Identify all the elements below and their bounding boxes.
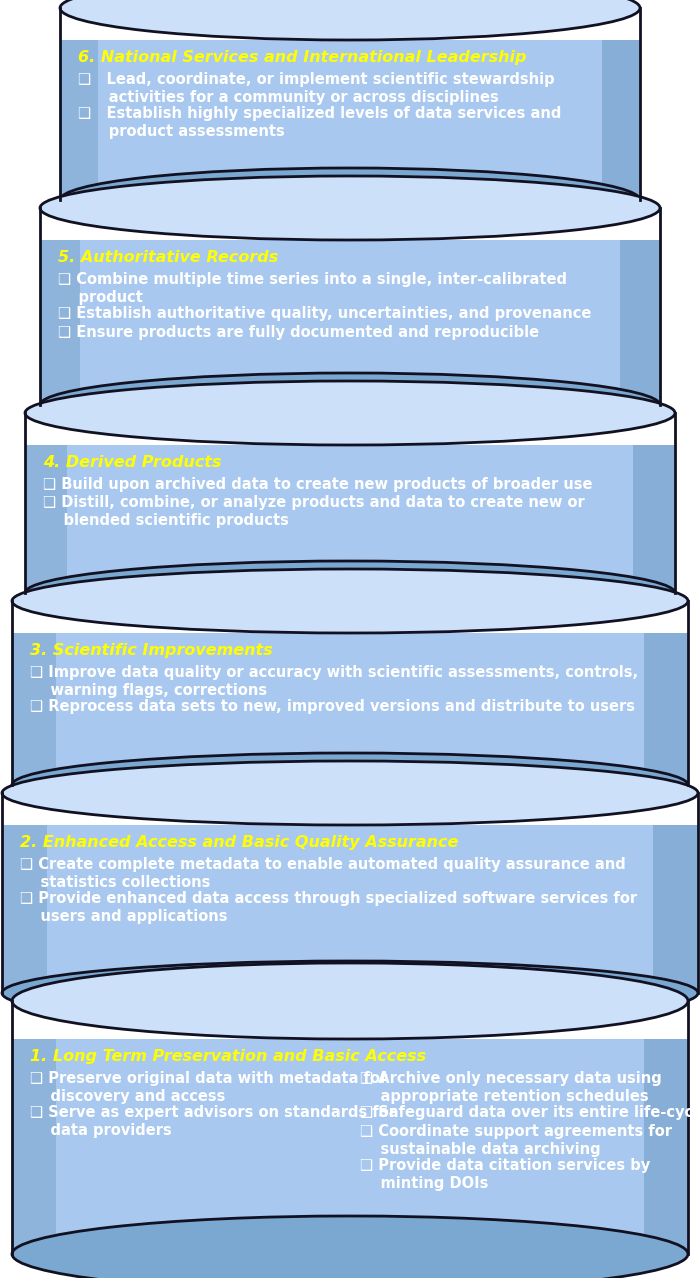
- Ellipse shape: [2, 760, 698, 826]
- Text: 3. Scientific Improvements: 3. Scientific Improvements: [30, 643, 272, 658]
- Text: ❑ Coordinate support agreements for
    sustainable data archiving: ❑ Coordinate support agreements for sust…: [360, 1123, 672, 1157]
- Ellipse shape: [25, 561, 675, 625]
- Bar: [653, 826, 698, 993]
- Text: ❑ Ensure products are fully documented and reproducible: ❑ Ensure products are fully documented a…: [58, 325, 539, 340]
- Text: 5. Authoritative Records: 5. Authoritative Records: [58, 250, 279, 265]
- Text: ❑ Build upon archived data to create new products of broader use: ❑ Build upon archived data to create new…: [43, 477, 592, 492]
- Text: ❑ Establish authoritative quality, uncertainties, and provenance: ❑ Establish authoritative quality, uncer…: [58, 307, 592, 321]
- Text: ❑ Improve data quality or accuracy with scientific assessments, controls,
    wa: ❑ Improve data quality or accuracy with …: [30, 665, 638, 698]
- Bar: [12, 1039, 688, 1254]
- Text: ❑   Lead, coordinate, or implement scientific stewardship
      activities for a: ❑ Lead, coordinate, or implement scienti…: [78, 72, 554, 105]
- Bar: [2, 826, 698, 993]
- Bar: [25, 445, 675, 593]
- Ellipse shape: [25, 381, 675, 445]
- Bar: [602, 40, 640, 199]
- Text: ❑ Create complete metadata to enable automated quality assurance and
    statist: ❑ Create complete metadata to enable aut…: [20, 856, 626, 889]
- Ellipse shape: [12, 1215, 688, 1278]
- Text: ❑ Provide enhanced data access through specialized software services for
    use: ❑ Provide enhanced data access through s…: [20, 891, 637, 924]
- Ellipse shape: [60, 167, 640, 233]
- Text: ❑ Provide data citation services by
    minting DOIs: ❑ Provide data citation services by mint…: [360, 1158, 650, 1191]
- Text: 2. Enhanced Access and Basic Quality Assurance: 2. Enhanced Access and Basic Quality Ass…: [20, 835, 458, 850]
- Ellipse shape: [12, 569, 688, 633]
- Text: 6. National Services and International Leadership: 6. National Services and International L…: [78, 50, 526, 65]
- Bar: [40, 240, 660, 405]
- Ellipse shape: [12, 964, 688, 1039]
- Text: 4. Derived Products: 4. Derived Products: [43, 455, 221, 470]
- Text: 1. Long Term Preservation and Basic Access: 1. Long Term Preservation and Basic Acce…: [30, 1049, 426, 1065]
- Bar: [25, 445, 67, 593]
- Bar: [644, 1039, 688, 1254]
- Bar: [40, 240, 80, 405]
- Text: ❑ Distill, combine, or analyze products and data to create new or
    blended sc: ❑ Distill, combine, or analyze products …: [43, 495, 585, 528]
- Bar: [644, 633, 688, 785]
- Bar: [60, 40, 640, 199]
- Ellipse shape: [2, 961, 698, 1025]
- Text: ❑ Serve as expert advisors on standards for
    data providers: ❑ Serve as expert advisors on standards …: [30, 1105, 396, 1139]
- Text: ❑ Preserve original data with metadata for
    discovery and access: ❑ Preserve original data with metadata f…: [30, 1071, 387, 1104]
- Bar: [12, 1039, 56, 1254]
- Text: ❑ Combine multiple time series into a single, inter-calibrated
    product: ❑ Combine multiple time series into a si…: [58, 272, 567, 305]
- Bar: [12, 633, 56, 785]
- Text: ❑ Reprocess data sets to new, improved versions and distribute to users: ❑ Reprocess data sets to new, improved v…: [30, 699, 635, 714]
- Ellipse shape: [12, 753, 688, 817]
- Bar: [620, 240, 660, 405]
- Ellipse shape: [40, 373, 660, 437]
- Bar: [633, 445, 675, 593]
- Bar: [12, 633, 688, 785]
- Ellipse shape: [60, 0, 640, 40]
- Bar: [2, 826, 47, 993]
- Bar: [60, 40, 98, 199]
- Ellipse shape: [40, 176, 660, 240]
- Text: ❑   Establish highly specialized levels of data services and
      product asses: ❑ Establish highly specialized levels of…: [78, 106, 561, 139]
- Text: ❑ Archive only necessary data using
    appropriate retention schedules: ❑ Archive only necessary data using appr…: [360, 1071, 662, 1104]
- Text: ❑ Safeguard data over its entire life-cycle: ❑ Safeguard data over its entire life-cy…: [360, 1105, 700, 1121]
